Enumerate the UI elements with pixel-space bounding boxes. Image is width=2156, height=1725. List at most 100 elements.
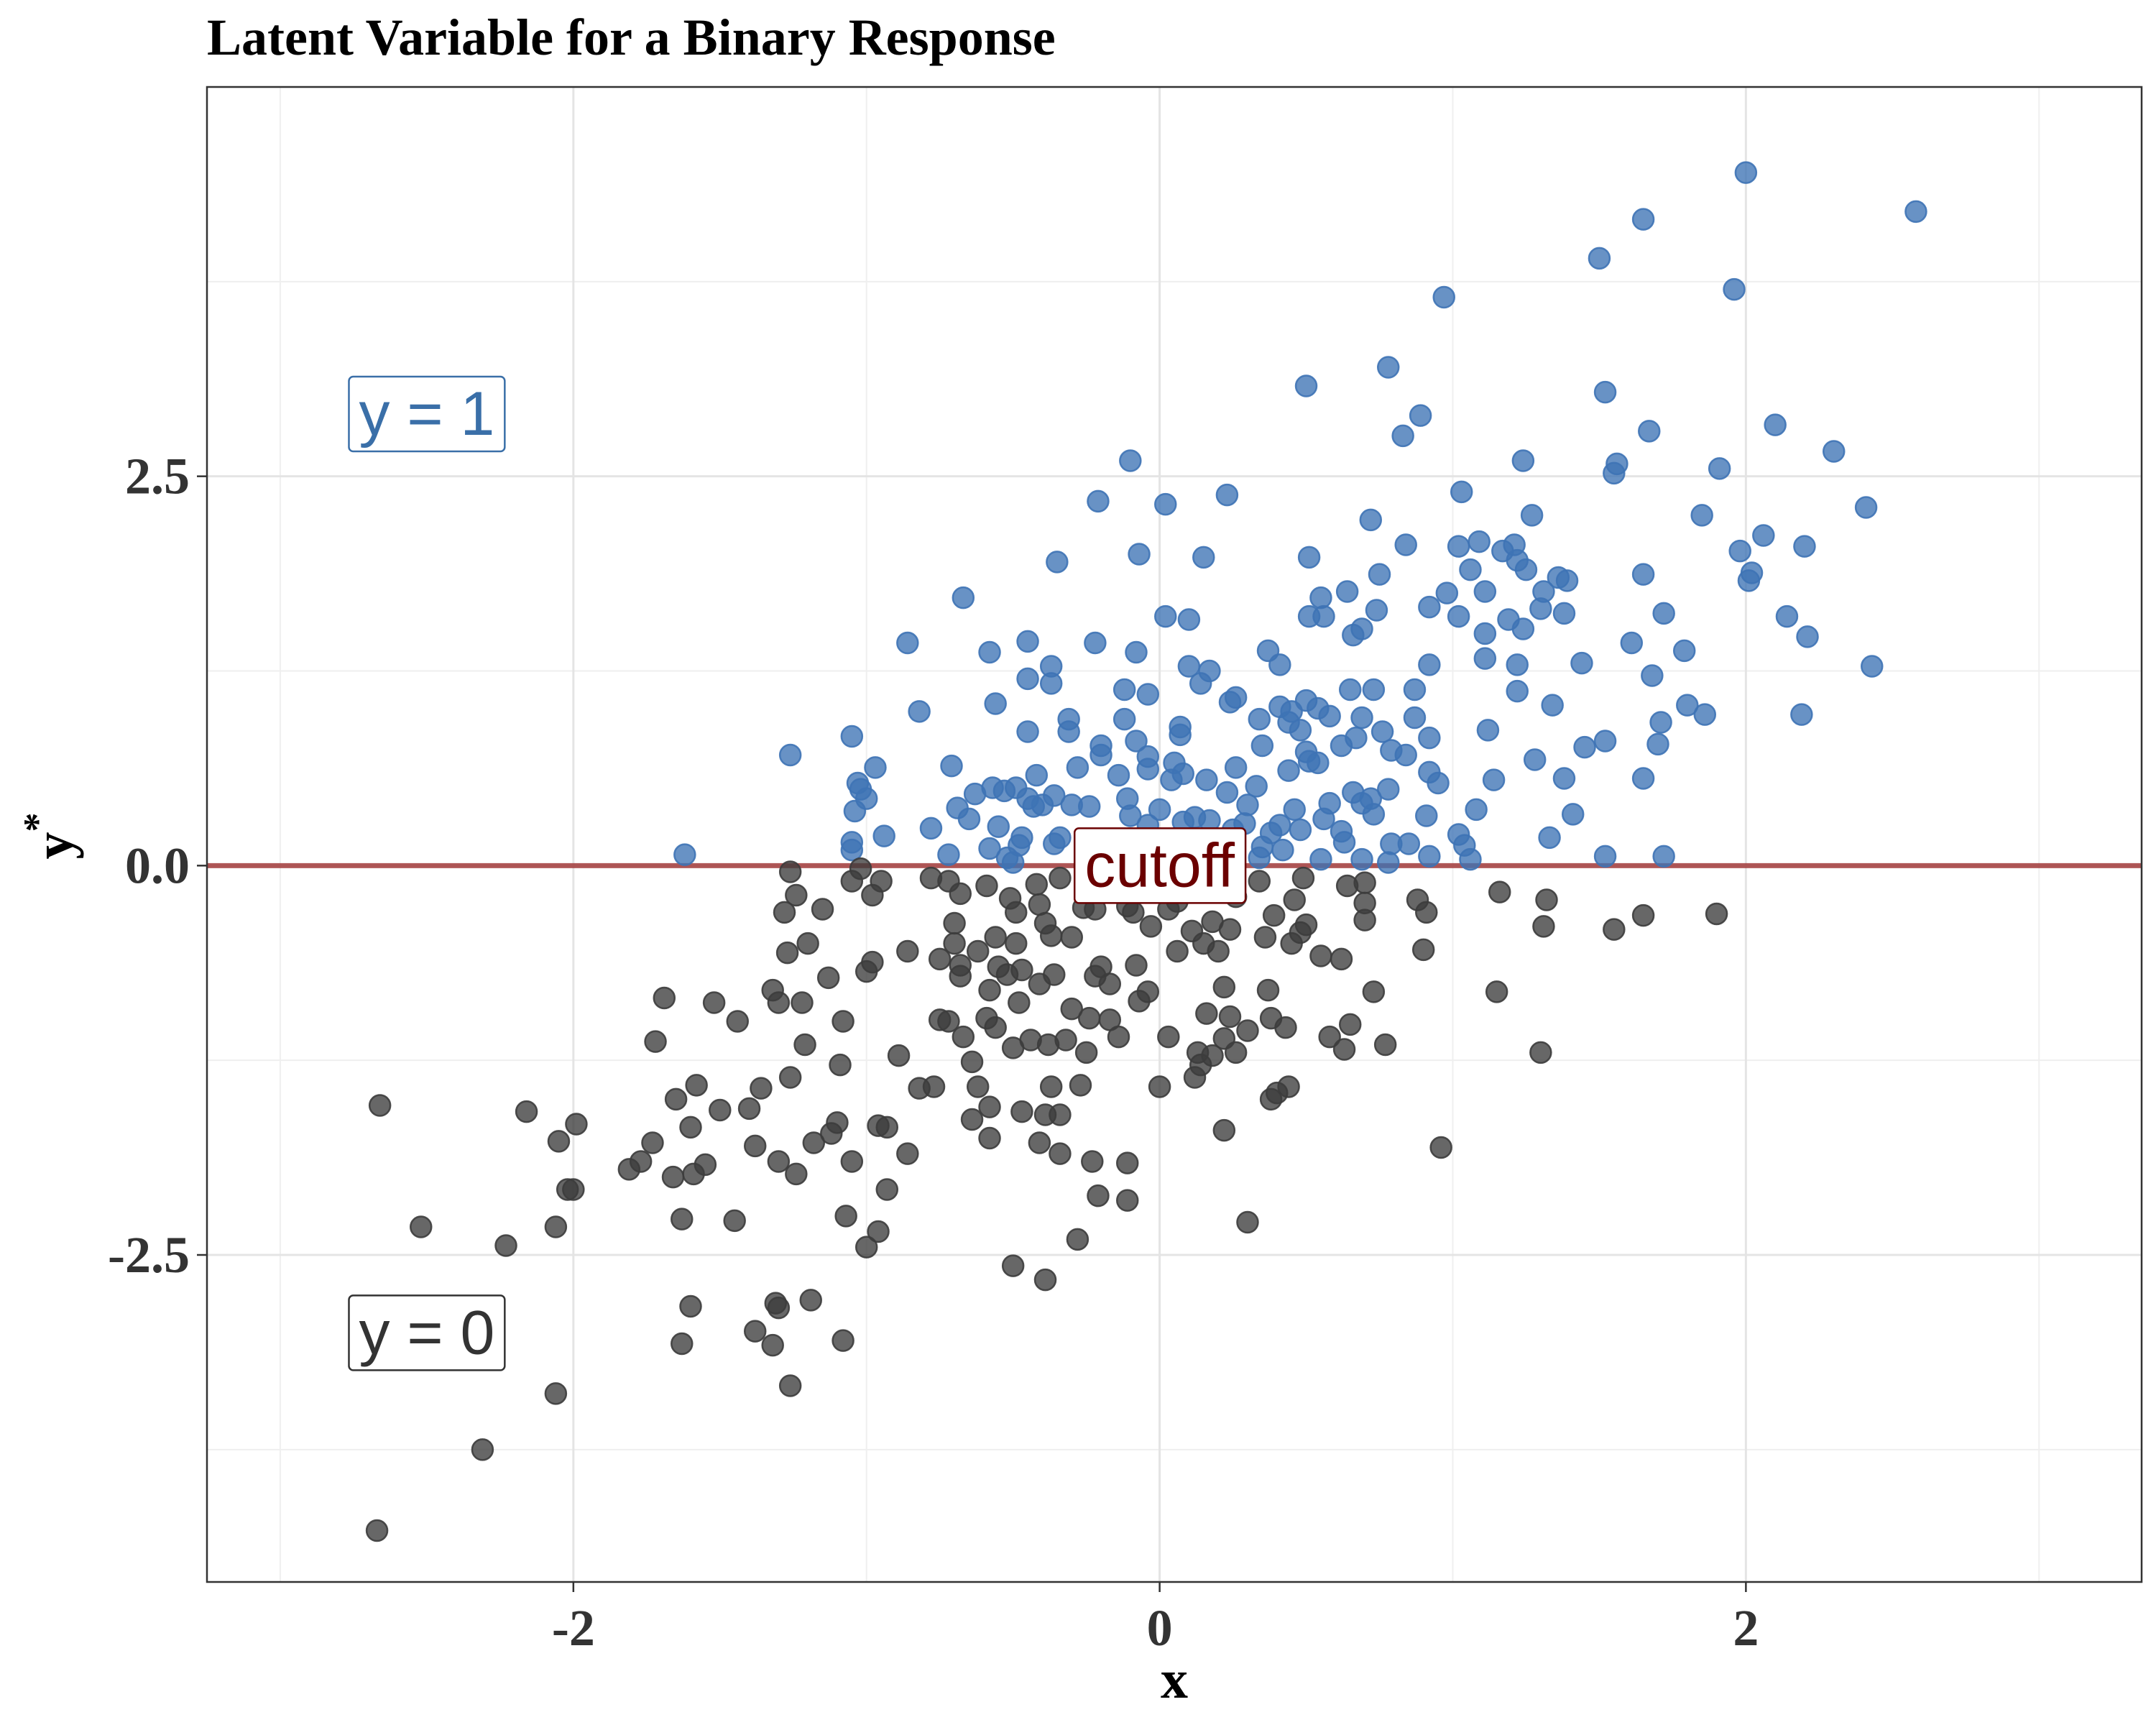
scatter-point: [1039, 924, 1063, 947]
scatter-point: [1377, 851, 1400, 874]
axis-ticks: -2 0 2 -2.5 0.0 2.5: [108, 448, 1759, 1657]
scatter-point: [1649, 711, 1672, 734]
scatter-point: [702, 991, 726, 1014]
scatter-point: [1283, 888, 1306, 911]
scatter-point: [1690, 504, 1713, 527]
scatter-point: [896, 631, 919, 655]
scatter-point: [1077, 1006, 1101, 1030]
scatter-point: [1248, 870, 1271, 893]
y-axis-label-superscript: *: [16, 813, 59, 832]
scatter-point: [1087, 1184, 1110, 1208]
scatter-point: [556, 1178, 579, 1201]
scatter-point: [1476, 719, 1500, 742]
scatter-point: [1335, 874, 1359, 898]
scatter-point: [1189, 672, 1212, 695]
scatter-point: [1060, 926, 1083, 949]
scatter-point: [995, 963, 1019, 986]
scatter-point: [1391, 424, 1414, 448]
scatter-point: [1054, 1029, 1077, 1052]
series-y1: [673, 161, 1927, 874]
scatter-point: [1631, 208, 1655, 231]
scatter-point: [1060, 794, 1083, 816]
scatter-point: [773, 901, 796, 924]
scatter-point: [1541, 694, 1564, 717]
scatter-point: [1403, 678, 1427, 702]
scatter-point: [1764, 413, 1787, 436]
scatter-point: [410, 1215, 433, 1238]
scatter-point: [1473, 647, 1497, 670]
scatter-point: [544, 1215, 568, 1238]
scatter-point: [1705, 902, 1728, 926]
scatter-point: [1312, 604, 1335, 628]
scatter-point: [1268, 653, 1291, 676]
scatter-point: [957, 807, 981, 831]
scatter-point: [1256, 978, 1280, 1002]
scatter-point: [1171, 762, 1194, 786]
scatter-point: [1271, 838, 1294, 862]
scatter-point: [1166, 939, 1189, 963]
scatter-point: [829, 1053, 852, 1077]
scatter-point: [1418, 726, 1441, 750]
scatter-point: [1734, 161, 1758, 184]
scatter-point: [937, 1010, 960, 1033]
scatter-point: [793, 1033, 816, 1057]
scatter-point: [1274, 1016, 1297, 1039]
scatter-point: [1631, 767, 1655, 790]
scatter-point: [1338, 1013, 1362, 1036]
scatter-point: [867, 1220, 890, 1243]
scatter-point: [1468, 530, 1491, 553]
scatter-point: [785, 883, 808, 907]
scatter-point: [1087, 489, 1110, 513]
scatter-point: [1362, 803, 1386, 826]
scatter-point: [1307, 751, 1330, 775]
scatter-point: [750, 1077, 773, 1100]
scatter-point: [943, 911, 966, 935]
scatter-point: [743, 1134, 767, 1158]
scatter-point: [937, 843, 960, 866]
scatter-point: [1409, 404, 1432, 427]
scatter-point: [1236, 794, 1259, 816]
scatter-point: [1652, 845, 1675, 868]
scatter-point: [840, 1150, 864, 1173]
scatter-point: [1004, 901, 1028, 924]
scatter-point: [1218, 1005, 1242, 1029]
scatter-point: [1084, 631, 1107, 655]
scatter-point: [1861, 655, 1884, 678]
scatter-point: [1672, 639, 1696, 663]
scatter-point: [743, 1320, 767, 1343]
scatter-point: [1473, 580, 1497, 603]
scatter-point: [1125, 640, 1148, 664]
scatter-point: [799, 1289, 822, 1312]
scatter-point: [1107, 763, 1130, 787]
scatter-point: [1028, 972, 1051, 995]
chart-title: Latent Variable for a Binary Response: [207, 9, 1056, 66]
scatter-point: [978, 837, 1001, 860]
x-tick-label: 2: [1733, 1599, 1759, 1657]
scatter-point: [1215, 781, 1239, 804]
scatter-point: [565, 1113, 588, 1136]
scatter-point: [1201, 1044, 1224, 1067]
scatter-point: [1192, 546, 1215, 569]
scatter-point: [1631, 903, 1655, 927]
scatter-point: [1025, 873, 1049, 896]
scatter-point: [1028, 893, 1051, 916]
plot-panel-border: [206, 86, 2143, 1583]
scatter-point: [1459, 558, 1482, 581]
scatter-point: [1019, 1029, 1042, 1052]
scatter-point: [664, 1087, 688, 1111]
scatter-point: [1459, 847, 1482, 871]
y1-annotation-box: [348, 375, 506, 453]
scatter-point: [1377, 356, 1400, 379]
scatter-point: [1224, 1041, 1248, 1064]
scatter-point: [1353, 908, 1376, 932]
scatter-point: [908, 1077, 931, 1100]
scatter-point: [1335, 580, 1359, 603]
scatter-point: [978, 1095, 1001, 1118]
scatter-point: [1752, 524, 1775, 547]
scatter-point: [547, 1130, 571, 1153]
scatter-point: [1411, 938, 1435, 962]
scatter-point: [1125, 954, 1148, 977]
scatter-point: [1016, 720, 1039, 743]
scatter-point: [1004, 932, 1028, 955]
